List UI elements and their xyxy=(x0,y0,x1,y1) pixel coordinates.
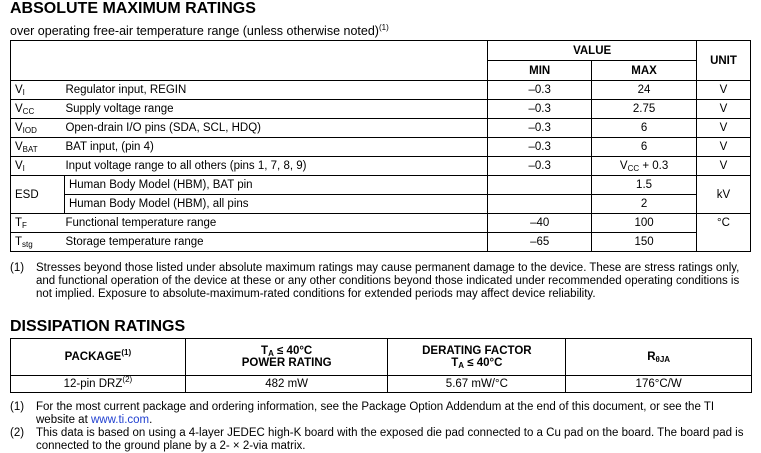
min: –0.3 xyxy=(487,99,593,119)
min: –65 xyxy=(487,232,593,252)
parameter: Human Body Model (HBM), all pins xyxy=(63,194,489,214)
header-row: PACKAGE(1) TA ≤ 40°C POWER RATING DERATIN… xyxy=(10,338,752,376)
parameter: Open-drain I/O pins (SDA, SCL, HDQ) xyxy=(61,118,489,138)
parameter: Supply voltage range xyxy=(61,99,489,119)
abs-max-table: VALUE UNIT MIN MAX VI Regulator input, R… xyxy=(9,40,752,252)
unit-header: UNIT xyxy=(695,40,752,81)
max: 150 xyxy=(591,232,697,252)
symbol: VI xyxy=(10,156,62,176)
abs-max-title: ABSOLUTE MAXIMUM RATINGS xyxy=(10,0,256,17)
table-row: Tstg Storage temperature range –65 150 xyxy=(10,232,751,252)
footnote-number: (2) xyxy=(10,427,25,439)
symbol: TF xyxy=(10,213,62,233)
min xyxy=(487,175,593,195)
footnote-text: Stresses beyond those listed under absol… xyxy=(36,262,740,300)
derating-factor: 5.67 mW/°C xyxy=(387,375,567,393)
unit: kV xyxy=(695,175,752,214)
symbol: VIOD xyxy=(10,118,62,138)
power-rating: 482 mW xyxy=(184,375,389,393)
footnote-text: For the most current package and orderin… xyxy=(36,401,715,426)
min: –0.3 xyxy=(487,118,593,138)
unit: °C xyxy=(695,213,752,252)
min: –0.3 xyxy=(487,137,593,157)
table-row: TF Functional temperature range –40 100 … xyxy=(10,213,752,252)
package: 12-pin DRZ(2) xyxy=(10,375,186,393)
power-rating-header: TA ≤ 40°C POWER RATING xyxy=(184,338,389,376)
symbol: VBAT xyxy=(10,137,62,157)
parameter: Input voltage range to all others (pins … xyxy=(61,156,489,176)
table-row: ESD Human Body Model (HBM), BAT pin 1.5 … xyxy=(10,175,752,214)
dissipation-footnote-2: (2) This data is based on using a 4-laye… xyxy=(10,427,750,453)
parameter: Human Body Model (HBM), BAT pin xyxy=(63,175,489,195)
min xyxy=(487,194,593,214)
table-row: VIOD Open-drain I/O pins (SDA, SCL, HDQ)… xyxy=(10,118,752,138)
max: 2 xyxy=(591,194,697,214)
max-header: MAX xyxy=(591,60,697,81)
ti-website-link[interactable]: www.ti.com xyxy=(90,414,150,426)
unit: V xyxy=(695,118,752,138)
unit: V xyxy=(695,80,752,100)
table-row: VI Regulator input, REGIN –0.3 24 V xyxy=(10,80,752,100)
max: VCC + 0.3 xyxy=(591,156,697,176)
min-header: MIN xyxy=(487,60,593,81)
max: 100 xyxy=(591,213,697,233)
footnote-number: (1) xyxy=(10,262,25,274)
derating-header: DERATING FACTOR TA ≤ 40°C xyxy=(387,338,567,376)
abs-max-subtitle: over operating free-air temperature rang… xyxy=(10,23,389,39)
footnote-ref: (1) xyxy=(378,23,389,32)
max: 1.5 xyxy=(591,175,697,195)
blank-header xyxy=(9,40,489,81)
value-header: VALUE xyxy=(487,40,697,61)
footnote-text: This data is based on using a 4-layer JE… xyxy=(36,427,744,452)
dissipation-title: DISSIPATION RATINGS xyxy=(10,318,186,335)
min: –40 xyxy=(487,213,593,233)
symbol: VCC xyxy=(10,99,62,119)
min: –0.3 xyxy=(487,156,593,176)
parameter: BAT input, (pin 4) xyxy=(61,137,489,157)
subtitle-text: over operating free-air temperature rang… xyxy=(10,24,379,38)
footnote-number: (1) xyxy=(10,401,25,413)
rtheta: 176°C/W xyxy=(565,375,752,393)
table-row: VBAT BAT input, (pin 4) –0.3 6 V xyxy=(10,137,752,157)
symbol: VI xyxy=(10,80,62,100)
table-row: Human Body Model (HBM), all pins 2 xyxy=(11,194,751,214)
max: 6 xyxy=(591,137,697,157)
symbol: Tstg xyxy=(10,232,62,252)
unit: V xyxy=(695,137,752,157)
parameter: Storage temperature range xyxy=(61,232,489,252)
header-row: VALUE UNIT xyxy=(9,40,752,81)
parameter: Functional temperature range xyxy=(61,213,489,233)
max: 6 xyxy=(591,118,697,138)
rtheta-header: RθJA xyxy=(565,338,752,376)
package-header: PACKAGE(1) xyxy=(10,338,186,376)
max: 24 xyxy=(591,80,697,100)
esd-symbol: ESD xyxy=(10,175,65,214)
dissipation-table: PACKAGE(1) TA ≤ 40°C POWER RATING DERATIN… xyxy=(10,338,752,393)
abs-max-footnote: (1) Stresses beyond those listed under a… xyxy=(10,262,750,301)
table-row: 12-pin DRZ(2) 482 mW 5.67 mW/°C 176°C/W xyxy=(10,375,752,393)
max: 2.75 xyxy=(591,99,697,119)
table-row: VCC Supply voltage range –0.3 2.75 V xyxy=(10,99,752,119)
min: –0.3 xyxy=(487,80,593,100)
unit: V xyxy=(695,156,752,176)
table-row: VI Input voltage range to all others (pi… xyxy=(10,156,752,176)
dissipation-footnote-1: (1) For the most current package and ord… xyxy=(10,401,750,427)
unit: V xyxy=(695,99,752,119)
parameter: Regulator input, REGIN xyxy=(61,80,489,100)
